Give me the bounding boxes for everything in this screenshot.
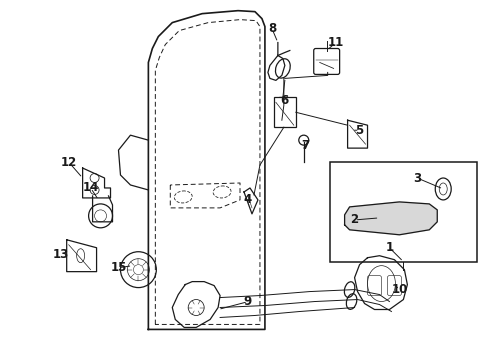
Text: 11: 11 xyxy=(327,36,344,49)
Bar xyxy=(330,162,477,262)
Text: 8: 8 xyxy=(268,22,276,35)
Bar xyxy=(274,97,296,127)
Text: 3: 3 xyxy=(413,171,421,185)
Text: 4: 4 xyxy=(244,193,252,206)
Text: 9: 9 xyxy=(244,295,252,308)
Text: 6: 6 xyxy=(281,94,289,107)
Text: 10: 10 xyxy=(392,283,408,296)
Text: 13: 13 xyxy=(52,248,69,261)
Text: 12: 12 xyxy=(61,156,77,168)
Text: 7: 7 xyxy=(302,139,310,152)
Text: 5: 5 xyxy=(355,124,364,137)
Text: 1: 1 xyxy=(385,241,393,254)
Text: 14: 14 xyxy=(82,181,99,194)
Polygon shape xyxy=(344,202,437,235)
Text: 2: 2 xyxy=(350,213,359,226)
Text: 15: 15 xyxy=(110,261,127,274)
